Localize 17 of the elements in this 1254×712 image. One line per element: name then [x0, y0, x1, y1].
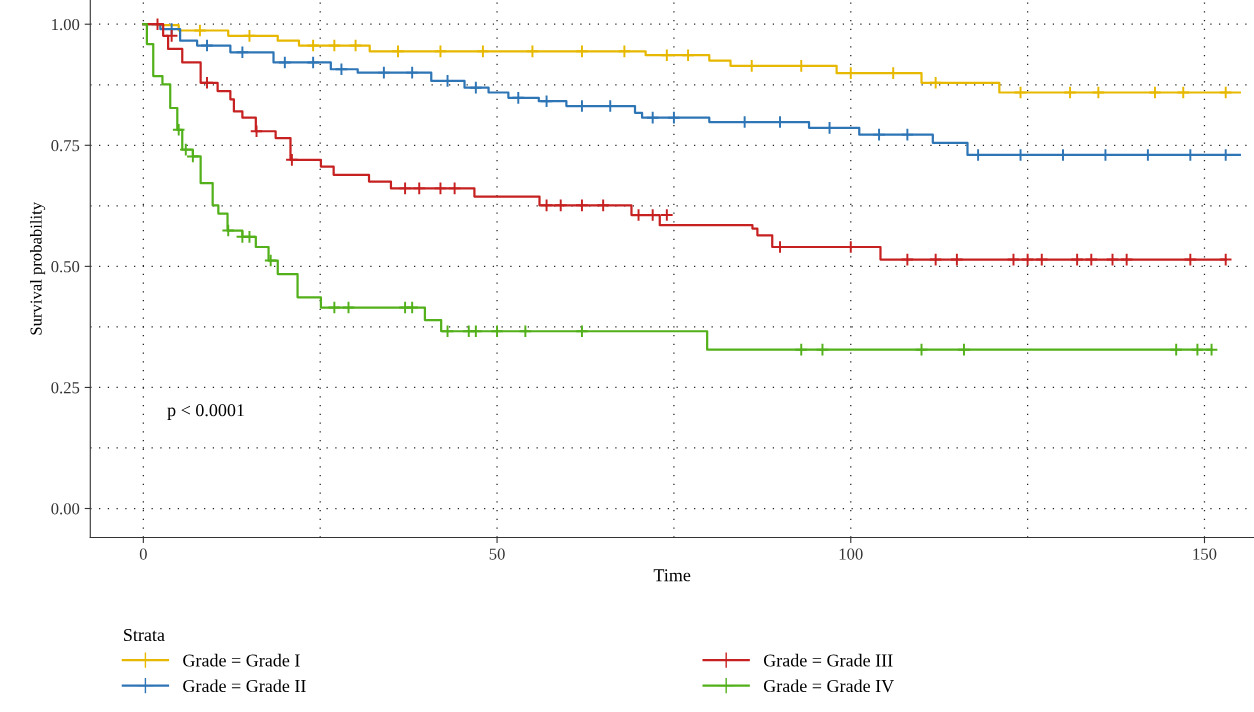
- y-tick-label: 0.75: [51, 139, 80, 152]
- y-tick-label: 0.50: [51, 261, 80, 273]
- y-tick-label: 0.25: [51, 382, 80, 394]
- x-axis-title: Time: [653, 569, 691, 582]
- x-tick-label: 0: [139, 548, 147, 560]
- legend-label: Grade = Grade IV: [763, 679, 894, 693]
- legend-label: Grade = Grade II: [183, 679, 306, 693]
- x-tick-label: 100: [839, 548, 863, 560]
- legend-title: Strata: [124, 628, 165, 642]
- x-tick-label: 50: [489, 548, 505, 560]
- x-tick-label: 150: [1193, 548, 1217, 560]
- y-axis-title: Survival probability: [29, 201, 46, 335]
- annotation: p < 0.0001: [167, 404, 244, 420]
- legend-label: Grade = Grade I: [183, 653, 300, 667]
- y-tick-label: 1.00: [52, 18, 80, 31]
- legend-label: Grade = Grade III: [763, 653, 893, 667]
- y-tick-label: 0.00: [51, 503, 80, 515]
